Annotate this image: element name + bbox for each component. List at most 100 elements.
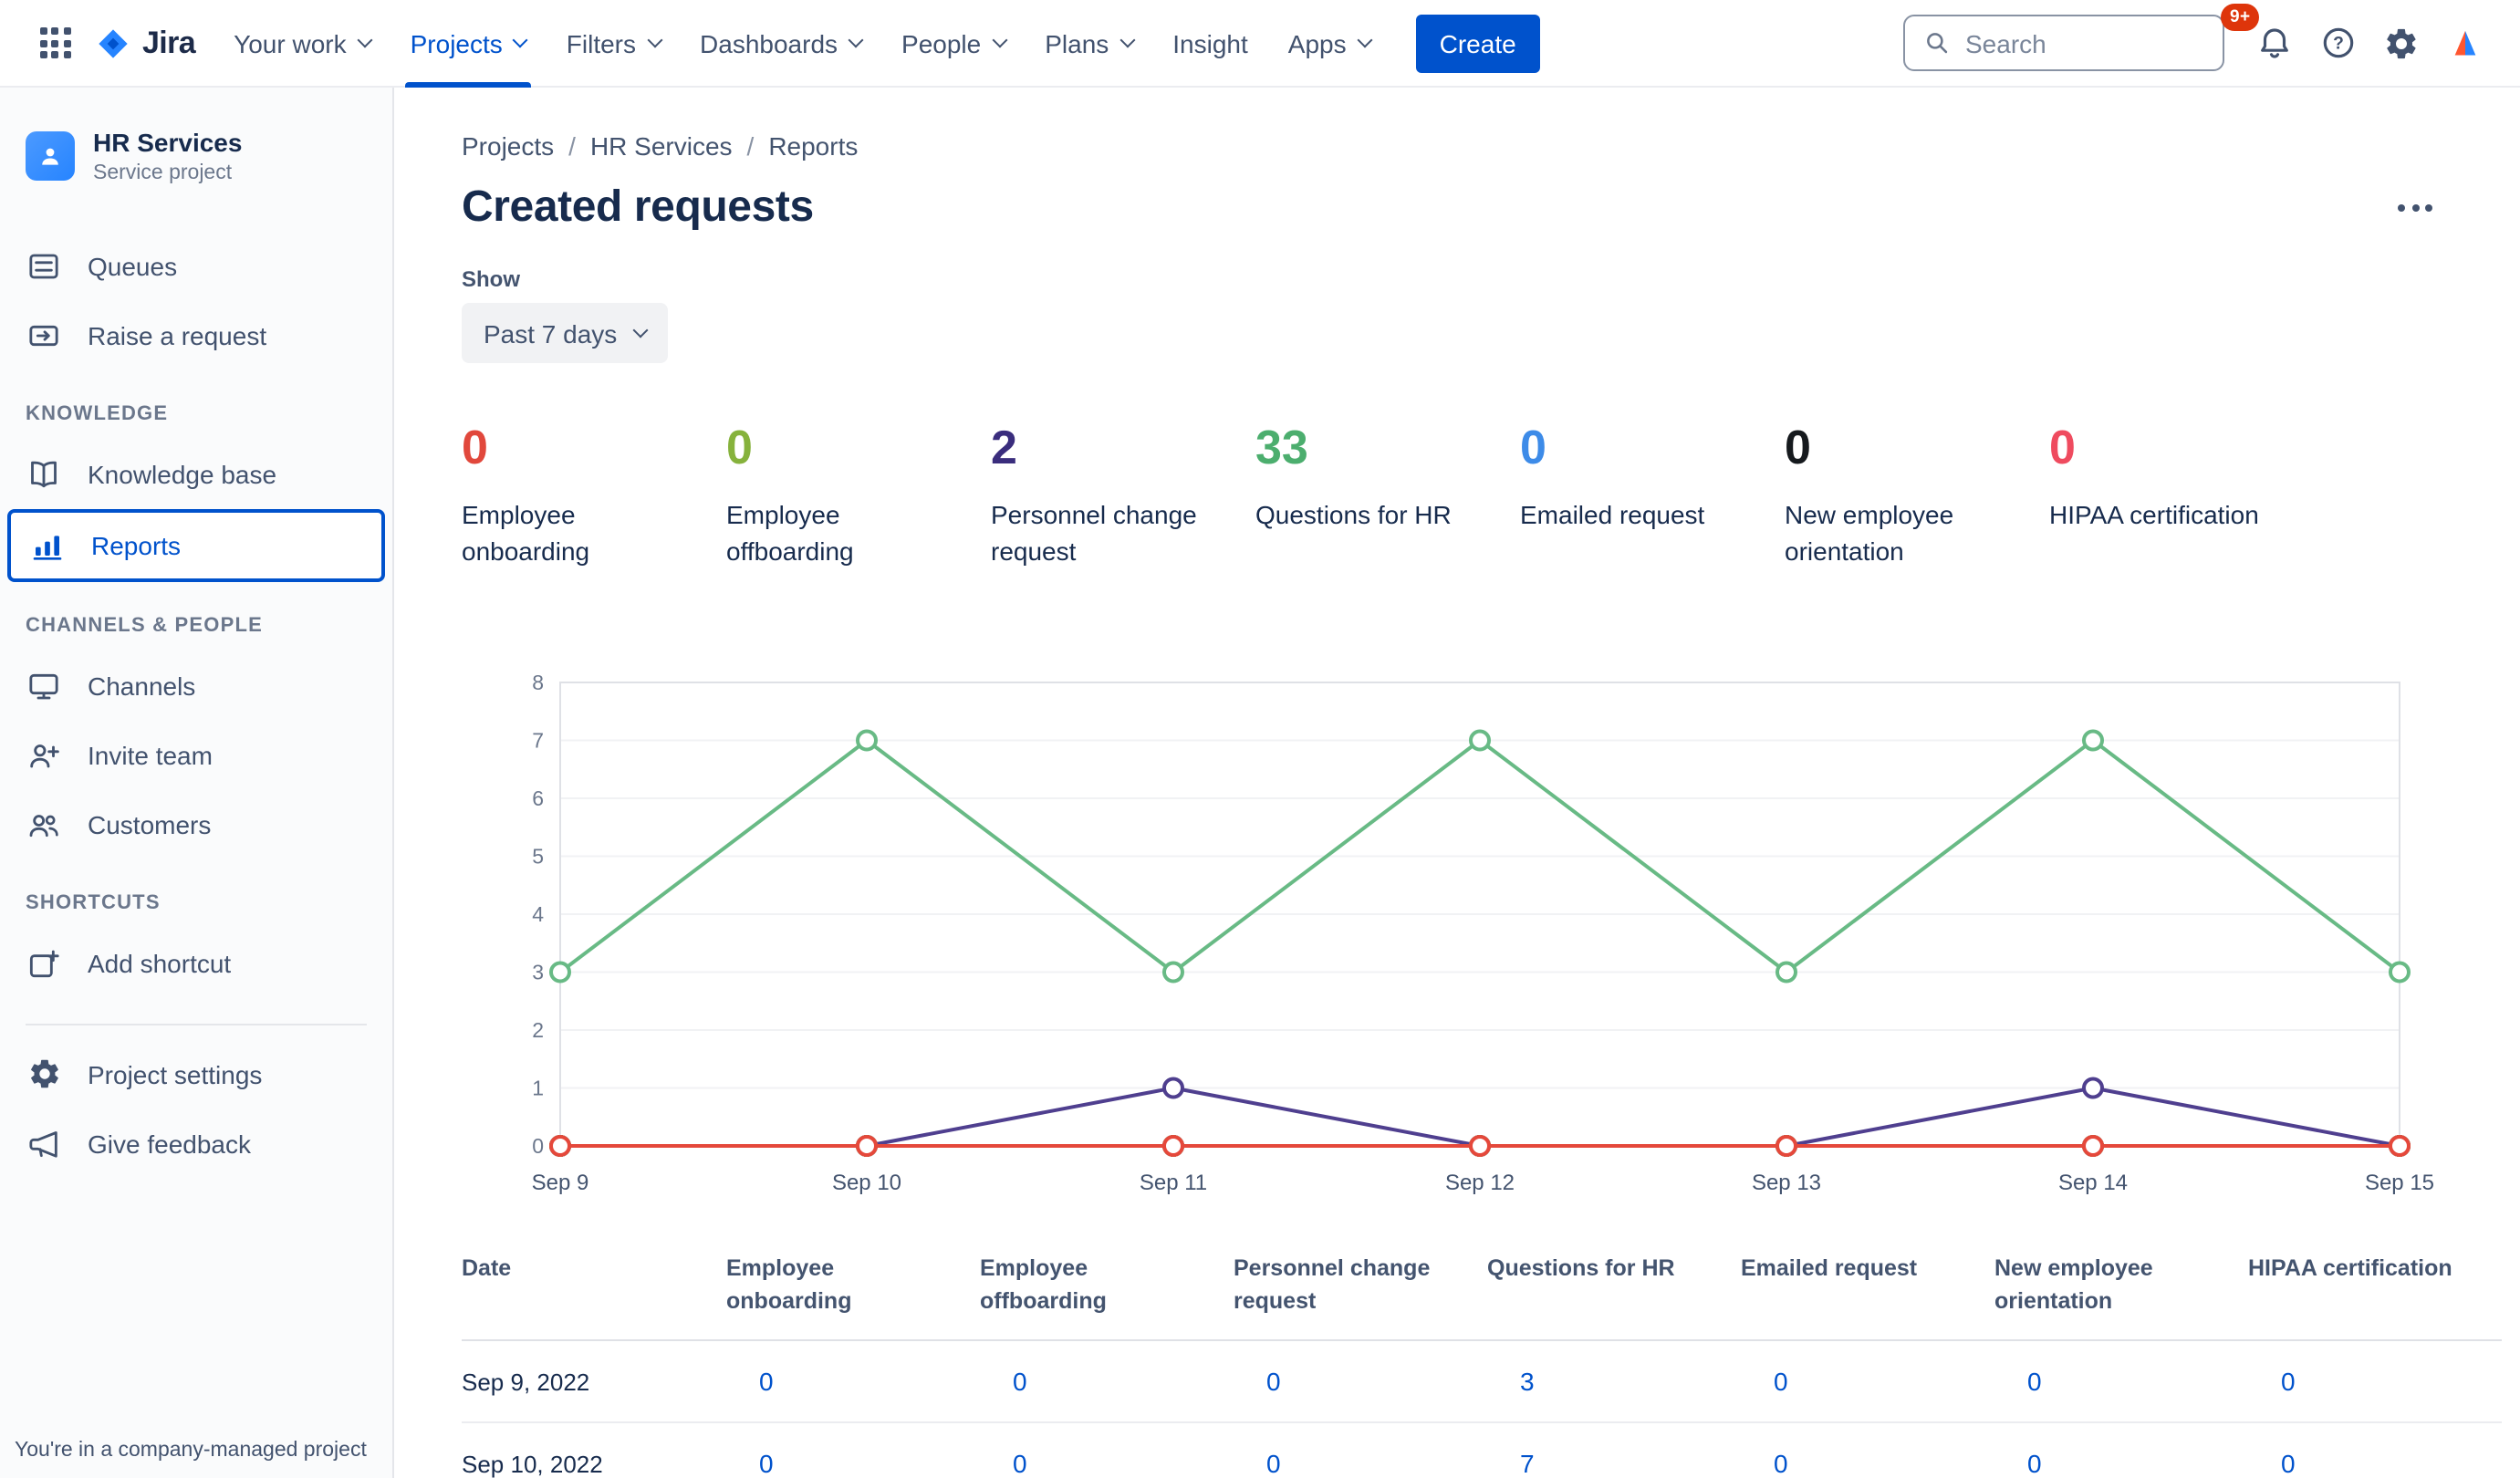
sidebar-item-add-shortcut[interactable]: Add shortcut xyxy=(0,929,392,998)
more-dots-icon xyxy=(2398,204,2405,212)
sidebar-item-give-feedback[interactable]: Give feedback xyxy=(0,1109,392,1179)
help-icon: ? xyxy=(2322,27,2353,58)
nav-your-work[interactable]: Your work xyxy=(213,0,390,87)
jira-logo[interactable]: Jira xyxy=(95,25,196,61)
chevron-down-icon xyxy=(991,31,1007,47)
sidebar-item-label: Channels xyxy=(88,671,196,701)
nav-filters[interactable]: Filters xyxy=(547,0,680,87)
sidebar-item-queues[interactable]: Queues xyxy=(0,232,392,301)
date-range-value: Past 7 days xyxy=(484,318,618,348)
sidebar-item-reports[interactable]: Reports xyxy=(7,508,385,582)
stat-employee-offboarding: 0 Employee offboarding xyxy=(726,422,991,569)
sidebar-item-label: Reports xyxy=(91,530,182,560)
sidebar-item-raise-request[interactable]: Raise a request xyxy=(0,301,392,370)
search-input[interactable] xyxy=(1965,28,2206,57)
people-icon xyxy=(26,807,62,843)
nav-dashboards[interactable]: Dashboards xyxy=(680,0,881,87)
top-navigation-bar: Jira Your work Projects Filters Dashboar… xyxy=(0,0,2520,88)
notifications-button[interactable]: 9+ xyxy=(2221,3,2303,72)
project-type-note: You're in a company-managed project xyxy=(15,1440,367,1462)
sidebar-item-channels[interactable]: Channels xyxy=(0,651,392,721)
sidebar-item-project-settings[interactable]: Project settings xyxy=(0,1040,392,1109)
stat-label: Emailed request xyxy=(1520,499,1705,529)
sidebar-item-label: Give feedback xyxy=(88,1129,251,1159)
sidebar-item-customers[interactable]: Customers xyxy=(0,790,392,859)
svg-text:Sep 10: Sep 10 xyxy=(832,1171,901,1195)
stat-questions-for-hr: 33 Questions for HR xyxy=(1255,422,1520,569)
svg-text:3: 3 xyxy=(532,961,544,984)
row-value-link[interactable]: 0 xyxy=(1013,1449,1027,1478)
breadcrumb-projects[interactable]: Projects xyxy=(462,131,555,161)
row-value-link[interactable]: 0 xyxy=(2281,1367,2296,1397)
monitor-icon xyxy=(26,668,62,704)
person-add-icon xyxy=(26,737,62,774)
sidebar-item-label: Raise a request xyxy=(88,320,267,350)
chevron-down-icon xyxy=(646,31,662,47)
nav-projects[interactable]: Projects xyxy=(390,0,547,87)
sidebar-item-knowledge-base[interactable]: Knowledge base xyxy=(0,440,392,509)
nav-label: Apps xyxy=(1287,28,1347,57)
date-range-select[interactable]: Past 7 days xyxy=(462,303,669,363)
row-value-link[interactable]: 0 xyxy=(2027,1367,2042,1397)
sidebar-item-label: Add shortcut xyxy=(88,948,232,978)
row-value-link[interactable]: 0 xyxy=(759,1449,774,1478)
row-value-link[interactable]: 0 xyxy=(1266,1367,1281,1397)
created-requests-line-chart: 0 1 2 3 4 5 6 7 8 Sep 9 Sep 10 Sep 11 Sep 12 Sep 13 Se… xyxy=(495,668,2447,1215)
row-value-link[interactable]: 7 xyxy=(1520,1449,1535,1478)
row-value-link[interactable]: 0 xyxy=(759,1367,774,1397)
project-name: HR Services xyxy=(93,128,243,157)
project-sidebar: HR Services Service project Queues Raise… xyxy=(0,88,394,1478)
raise-request-icon xyxy=(26,317,62,354)
svg-text:Sep 11: Sep 11 xyxy=(1140,1171,1207,1195)
settings-button[interactable] xyxy=(2372,14,2431,72)
row-value-link[interactable]: 0 xyxy=(1774,1449,1788,1478)
jira-mark-icon xyxy=(99,28,128,57)
svg-text:7: 7 xyxy=(532,729,544,753)
book-icon xyxy=(26,456,62,493)
column-header: HIPAA certification xyxy=(2248,1255,2452,1282)
people-avatar-icon xyxy=(42,148,58,165)
svg-text:1: 1 xyxy=(532,1077,544,1100)
global-search[interactable] xyxy=(1903,15,2224,71)
svg-text:0: 0 xyxy=(532,1134,544,1158)
row-value-link[interactable]: 3 xyxy=(1520,1367,1535,1397)
nav-people[interactable]: People xyxy=(881,0,1025,87)
breadcrumb: Projects / HR Services / Reports xyxy=(462,131,2443,161)
reports-icon xyxy=(29,527,66,564)
create-button[interactable]: Create xyxy=(1415,14,1540,72)
breadcrumb-reports[interactable]: Reports xyxy=(768,131,859,161)
jira-logo-text: Jira xyxy=(142,25,196,59)
row-value-link[interactable]: 0 xyxy=(1013,1367,1027,1397)
nav-label: Dashboards xyxy=(700,28,838,57)
nav-plans[interactable]: Plans xyxy=(1025,0,1152,87)
row-value-link[interactable]: 0 xyxy=(1774,1367,1788,1397)
sidebar-item-invite-team[interactable]: Invite team xyxy=(0,721,392,790)
triangle-logo-icon xyxy=(2454,29,2476,55)
nav-insight[interactable]: Insight xyxy=(1152,0,1268,87)
atlassian-triangle-button[interactable] xyxy=(2436,14,2494,72)
stat-value: 0 xyxy=(462,420,488,474)
gear-icon xyxy=(26,1057,62,1092)
svg-text:Sep 13: Sep 13 xyxy=(1752,1171,1821,1195)
stat-label: New employee orientation xyxy=(1785,499,1954,566)
breadcrumb-hr-services[interactable]: HR Services xyxy=(589,131,733,161)
row-value-link[interactable]: 0 xyxy=(1266,1449,1281,1478)
stat-employee-onboarding: 0 Employee onboarding xyxy=(462,422,726,569)
project-avatar xyxy=(26,130,75,181)
app-switcher-button[interactable] xyxy=(26,14,84,72)
column-header: Employee offboarding xyxy=(980,1255,1107,1315)
help-button[interactable]: ? xyxy=(2308,14,2367,72)
nav-label: Plans xyxy=(1045,28,1109,57)
stat-label: Employee onboarding xyxy=(462,499,590,566)
gear-icon xyxy=(2387,27,2416,58)
sidebar-item-label: Queues xyxy=(88,251,178,281)
stat-value: 0 xyxy=(1520,420,1546,474)
chevron-down-icon xyxy=(513,31,529,47)
nav-label: Your work xyxy=(234,28,347,57)
nav-apps[interactable]: Apps xyxy=(1268,0,1390,87)
svg-text:8: 8 xyxy=(532,671,544,694)
more-options-button[interactable] xyxy=(2387,190,2443,226)
row-value-link[interactable]: 0 xyxy=(2027,1449,2042,1478)
row-value-link[interactable]: 0 xyxy=(2281,1449,2296,1478)
